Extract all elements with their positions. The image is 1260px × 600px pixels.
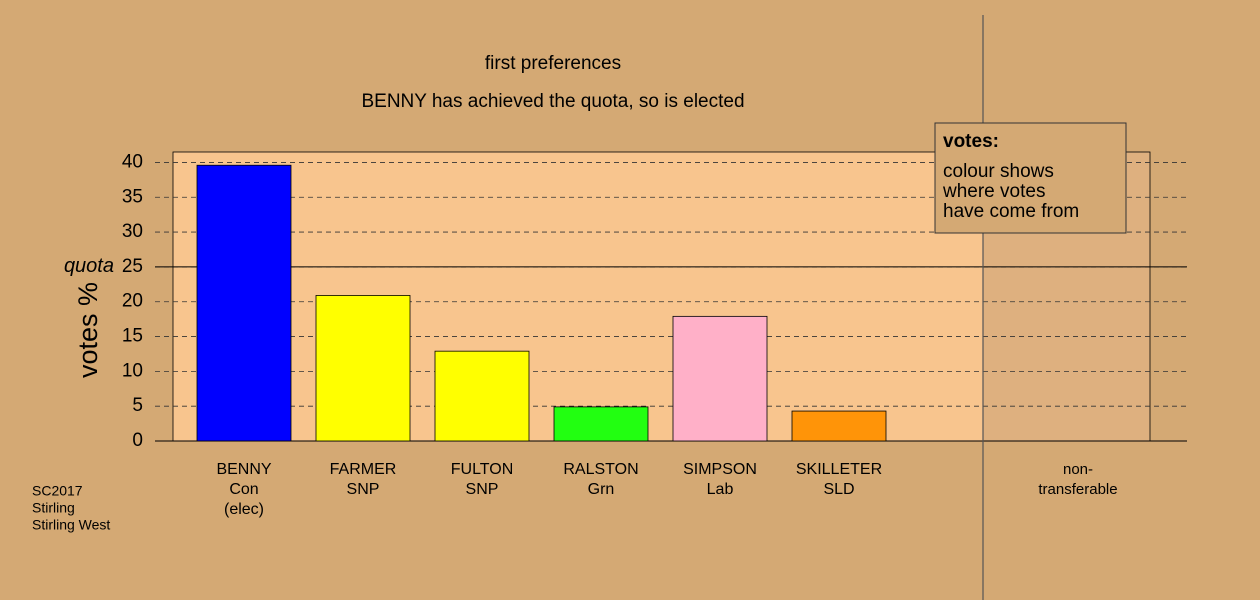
bar	[791, 410, 887, 442]
footer-line: SC2017	[32, 483, 83, 499]
x-tick-label: Con	[229, 481, 258, 498]
x-tick-label: (elec)	[224, 501, 264, 518]
y-tick-label: 30	[122, 221, 143, 242]
x-tick-label: transferable	[1038, 481, 1117, 498]
x-tick-label: SLD	[823, 481, 854, 498]
x-tick-label: Grn	[588, 481, 615, 498]
legend-box	[934, 122, 1127, 234]
x-tick-label: FULTON	[451, 461, 514, 478]
x-tick-label: SNP	[466, 481, 499, 498]
x-tick-label: Lab	[707, 481, 734, 498]
y-tick-label: 0	[132, 430, 143, 451]
bar	[315, 295, 411, 442]
x-tick-label: BENNY	[216, 461, 271, 478]
y-tick-label: 25	[122, 256, 143, 277]
legend-text: colour shows	[943, 161, 1054, 182]
x-tick-label: SKILLETER	[796, 461, 882, 478]
x-tick-label: FARMER	[330, 461, 397, 478]
bar	[672, 315, 768, 442]
x-tick-label: SIMPSON	[683, 461, 757, 478]
footer-line: Stirling West	[32, 517, 110, 533]
x-tick-label: RALSTON	[563, 461, 638, 478]
y-axis-label: votes %	[73, 282, 103, 378]
chart-subtitle: BENNY has achieved the quota, so is elec…	[361, 91, 744, 112]
legend-text: have come from	[943, 201, 1079, 222]
y-tick-label: 10	[122, 360, 143, 381]
x-tick-label: SNP	[347, 481, 380, 498]
chart-title: first preferences	[485, 53, 621, 74]
legend-title: votes:	[943, 131, 999, 152]
quota-label: quota	[64, 255, 114, 277]
bar	[434, 350, 530, 442]
y-tick-label: 5	[132, 395, 143, 416]
footer-line: Stirling	[32, 500, 75, 516]
y-tick-label: 15	[122, 326, 143, 347]
bar	[553, 406, 649, 442]
y-tick-label: 40	[122, 151, 143, 172]
y-tick-label: 35	[122, 186, 143, 207]
y-tick-label: 20	[122, 291, 143, 312]
legend-text: where votes	[942, 181, 1045, 202]
bars: BENNY Con (elec) FARMER SNP FULTON SNP RALSTON G…	[196, 164, 1118, 518]
bar	[196, 164, 292, 442]
legend: votes: colour shows where votes have com…	[934, 122, 1127, 234]
x-tick-label: non-	[1063, 461, 1093, 478]
